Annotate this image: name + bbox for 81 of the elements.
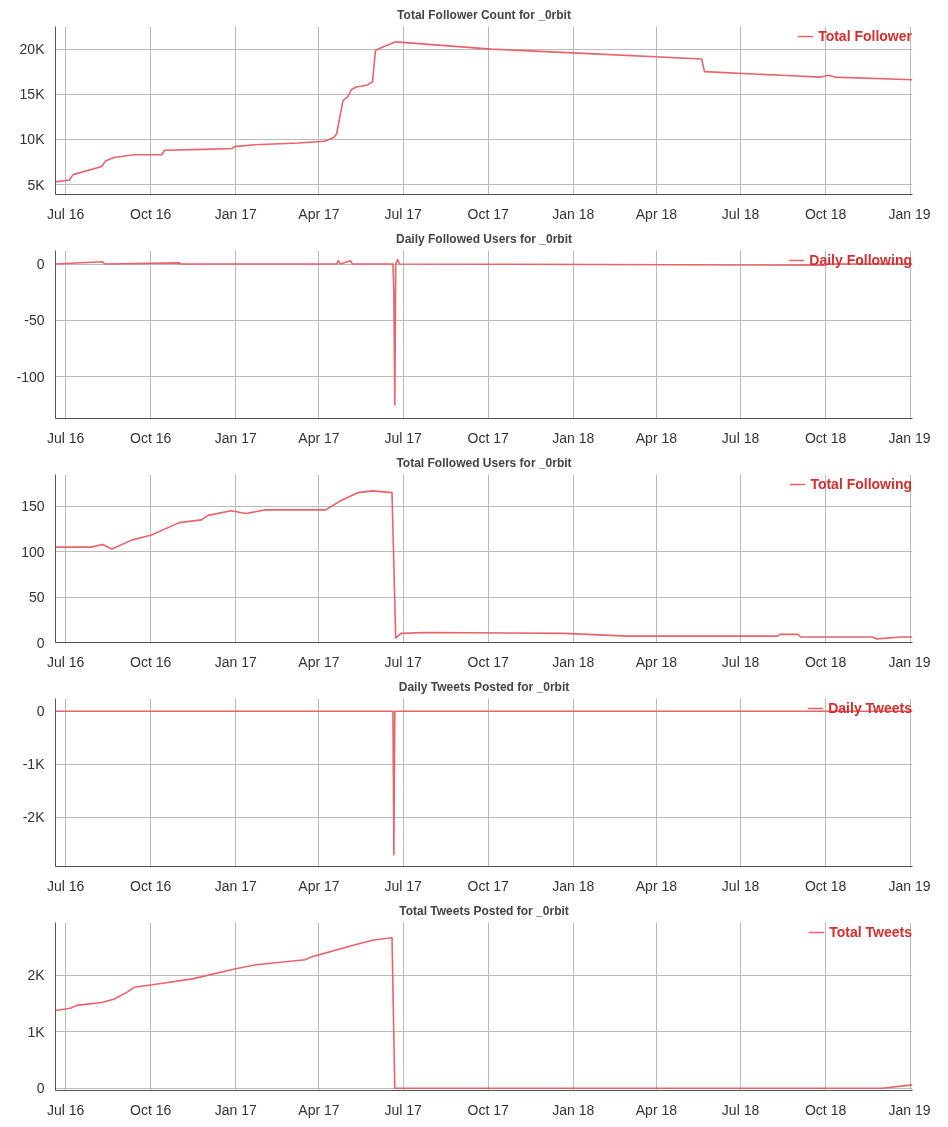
- x-tick-label: Jan 17: [214, 877, 258, 894]
- x-tick-label: Oct 17: [467, 1101, 509, 1118]
- x-tick-label: Jan 18: [552, 429, 595, 446]
- x-tick-label: Jul 18: [721, 429, 760, 446]
- x-tick-label: Oct 16: [130, 653, 172, 670]
- y-tick-label: 100: [21, 543, 45, 560]
- x-tick-label: Jan 18: [552, 653, 595, 670]
- legend-label: Total Following: [810, 476, 912, 492]
- x-tick-label: Jan 17: [214, 1101, 258, 1118]
- x-tick-label: Oct 17: [467, 653, 509, 670]
- x-tick-label: Apr 18: [635, 653, 678, 670]
- x-tick-label: Jul 17: [384, 429, 422, 446]
- y-tick-label: 0: [36, 256, 45, 273]
- chart-title: Daily Followed Users for _0rbit: [395, 231, 573, 246]
- x-tick-label: Apr 17: [298, 653, 340, 670]
- x-tick-label: Jul 17: [384, 1101, 422, 1118]
- x-tick-label: Jul 17: [384, 205, 422, 222]
- x-tick-label: Jul 16: [46, 1101, 85, 1118]
- x-tick-label: Oct 17: [467, 429, 509, 446]
- y-tick-label: 15K: [19, 86, 46, 103]
- x-tick-label: Jul 18: [721, 653, 760, 670]
- y-tick-label: 2K: [27, 967, 46, 984]
- x-tick-label: Apr 18: [635, 1101, 678, 1118]
- x-tick-label: Jul 16: [46, 429, 85, 446]
- x-tick-label: Jul 17: [384, 653, 422, 670]
- x-tick-label: Jan 18: [552, 877, 595, 894]
- x-tick-label: Oct 16: [130, 205, 172, 222]
- x-tick-label: Jul 16: [46, 205, 85, 222]
- x-tick-label: Oct 17: [467, 877, 509, 894]
- x-tick-label: Jul 18: [721, 877, 760, 894]
- x-tick-label: Apr 18: [635, 877, 678, 894]
- x-tick-label: Jan 19: [888, 429, 931, 446]
- x-tick-label: Oct 16: [130, 877, 172, 894]
- x-tick-label: Oct 18: [804, 429, 847, 446]
- x-tick-label: Oct 17: [467, 205, 509, 222]
- legend-label: Total Tweets: [829, 924, 912, 940]
- legend-label: Total Follower: [818, 28, 912, 44]
- chart-title: Daily Tweets Posted for _0rbit: [398, 679, 570, 694]
- x-tick-label: Apr 18: [635, 205, 678, 222]
- y-tick-label: -100: [16, 368, 45, 385]
- y-tick-label: -2K: [22, 809, 46, 826]
- y-tick-label: 5K: [27, 176, 46, 193]
- x-tick-label: Apr 17: [298, 1101, 340, 1118]
- x-tick-label: Apr 17: [298, 429, 340, 446]
- x-tick-label: Jan 17: [214, 653, 258, 670]
- x-tick-label: Jan 18: [552, 205, 595, 222]
- y-tick-label: 20K: [19, 41, 46, 58]
- y-tick-label: -1K: [22, 756, 46, 773]
- x-tick-label: Oct 18: [804, 1101, 847, 1118]
- y-tick-label: 0: [36, 634, 45, 651]
- x-tick-label: Oct 18: [804, 877, 847, 894]
- x-tick-label: Jul 16: [46, 653, 85, 670]
- x-tick-label: Apr 17: [298, 205, 340, 222]
- x-tick-label: Jan 19: [888, 653, 931, 670]
- chart-title: Total Followed Users for _0rbit: [396, 455, 572, 470]
- y-tick-label: -50: [24, 312, 45, 329]
- y-tick-label: 10K: [19, 131, 46, 148]
- x-tick-label: Jan 17: [214, 429, 258, 446]
- x-tick-label: Jul 16: [46, 877, 85, 894]
- x-tick-label: Jan 19: [888, 877, 931, 894]
- chart-title: Total Follower Count for _0rbit: [397, 7, 571, 22]
- x-tick-label: Jul 17: [384, 877, 422, 894]
- y-tick-label: 150: [21, 498, 45, 515]
- x-tick-label: Jul 18: [721, 1101, 760, 1118]
- x-tick-label: Apr 18: [635, 429, 678, 446]
- chart-title: Total Tweets Posted for _0rbit: [399, 903, 569, 918]
- line-series: [55, 41, 913, 183]
- x-tick-label: Jan 19: [888, 1101, 931, 1118]
- x-tick-label: Oct 18: [804, 653, 847, 670]
- x-tick-label: Jan 18: [552, 1101, 595, 1118]
- y-tick-label: 0: [36, 1080, 45, 1097]
- x-tick-label: Jan 17: [214, 205, 258, 222]
- x-tick-label: Jul 18: [721, 205, 760, 222]
- x-tick-label: Jan 19: [888, 205, 931, 222]
- x-tick-label: Oct 16: [130, 429, 172, 446]
- y-tick-label: 0: [36, 703, 45, 720]
- y-tick-label: 50: [28, 589, 45, 606]
- y-tick-label: 1K: [27, 1023, 46, 1040]
- x-tick-label: Apr 17: [298, 877, 340, 894]
- x-tick-label: Oct 18: [804, 205, 847, 222]
- x-tick-label: Oct 16: [130, 1101, 172, 1118]
